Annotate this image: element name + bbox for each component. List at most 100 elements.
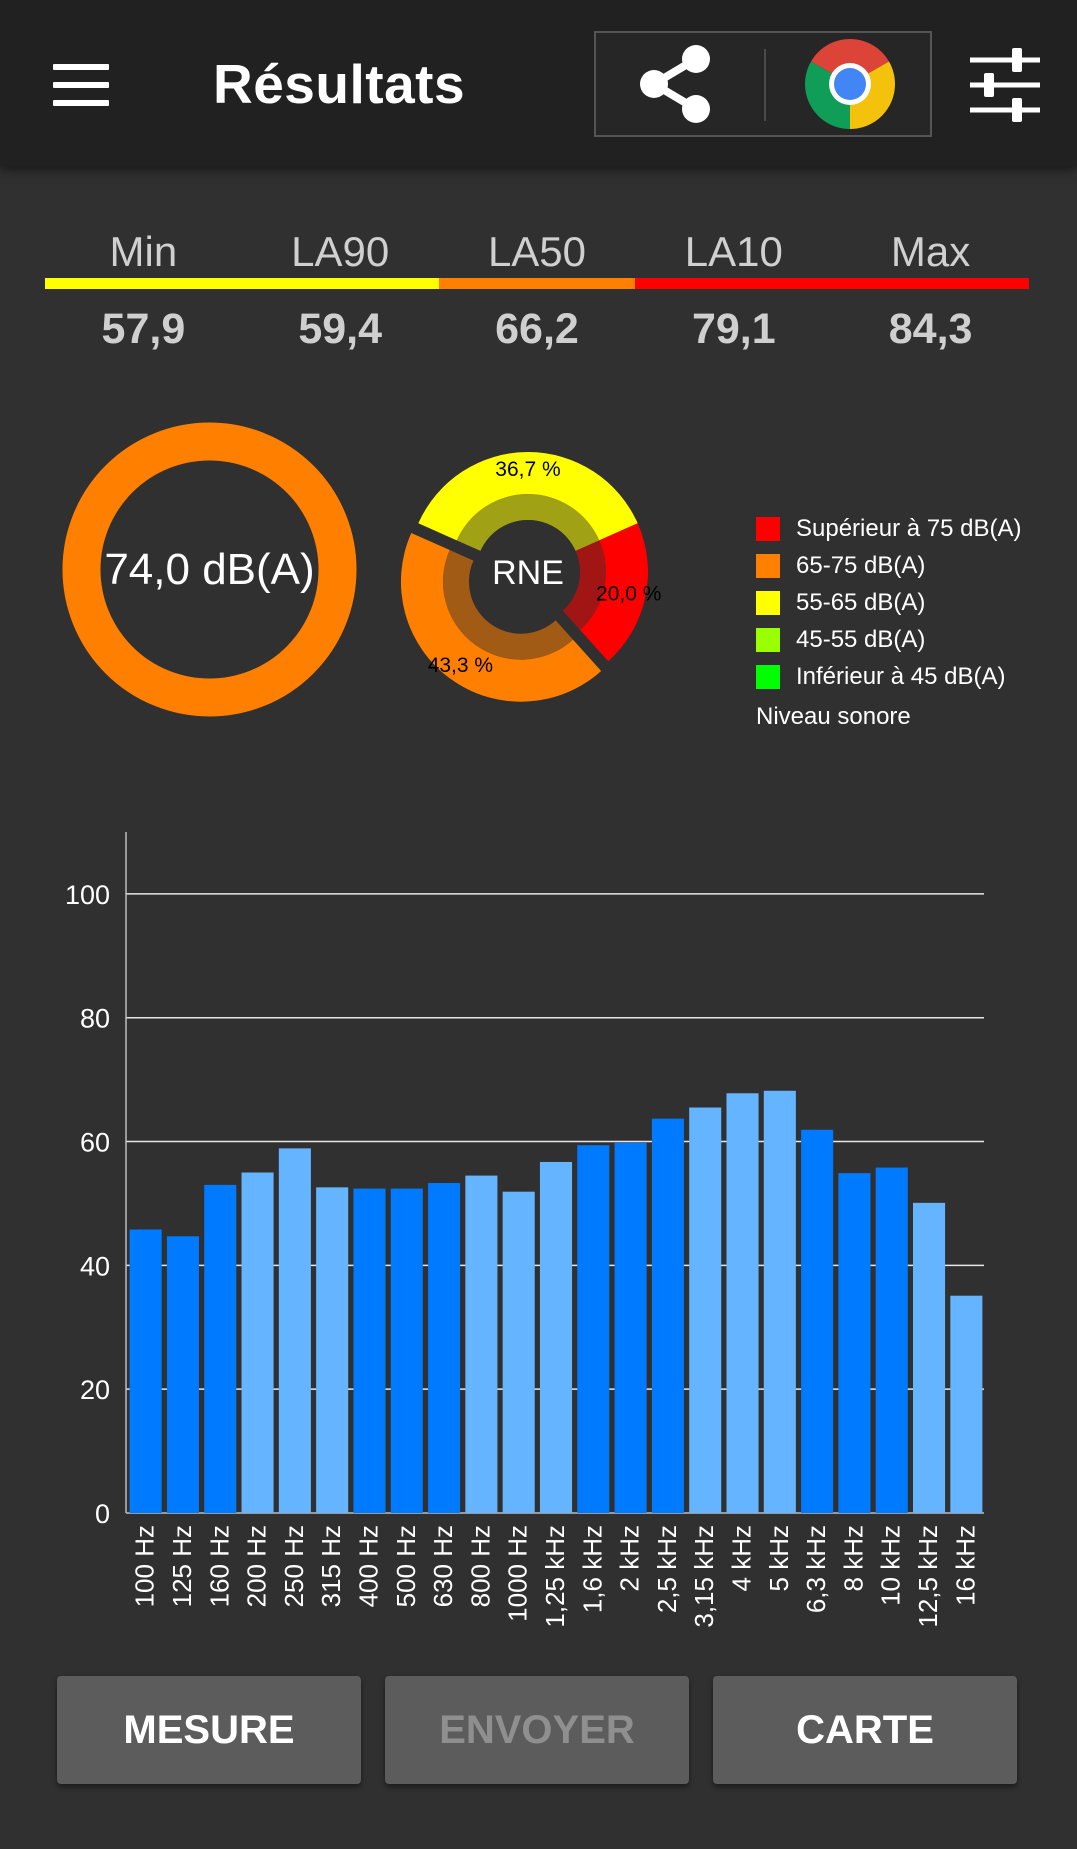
stat-bar-segment bbox=[438, 278, 636, 289]
y-tick-label: 60 bbox=[80, 1128, 110, 1158]
stat-value-la90: 59,4 bbox=[298, 305, 383, 353]
legend-item: 45-55 dB(A) bbox=[756, 621, 1021, 658]
frequency-bar bbox=[801, 1129, 834, 1513]
legend-label: 45-55 dB(A) bbox=[796, 625, 926, 653]
frequency-bar bbox=[913, 1202, 946, 1513]
page-title: Résultats bbox=[213, 53, 466, 115]
level-gauge bbox=[62, 422, 357, 717]
action-group bbox=[594, 31, 932, 137]
frequency-bar bbox=[726, 1093, 759, 1513]
x-tick-label: 5 kHz bbox=[764, 1525, 794, 1591]
x-tick-label: 100 Hz bbox=[130, 1525, 160, 1607]
stat-bar-segment bbox=[635, 278, 833, 289]
envoyer-button[interactable]: ENVOYER bbox=[385, 1676, 689, 1784]
pie-slice bbox=[580, 523, 648, 662]
stat-bar-segment bbox=[45, 278, 242, 289]
frequency-bar bbox=[689, 1107, 722, 1513]
x-tick-label: 12,5 kHz bbox=[913, 1525, 943, 1628]
legend-item: 55-65 dB(A) bbox=[756, 584, 1021, 621]
frequency-bar bbox=[428, 1183, 461, 1513]
x-tick-label: 200 Hz bbox=[242, 1525, 272, 1607]
pie-slice bbox=[418, 452, 638, 541]
stat-label-max: Max bbox=[890, 228, 971, 275]
x-tick-label: 500 Hz bbox=[391, 1525, 421, 1607]
x-tick-label: 8 kHz bbox=[838, 1525, 868, 1591]
legend-item: 65-75 dB(A) bbox=[756, 547, 1021, 584]
app-bar: Résultats bbox=[0, 0, 1077, 166]
menu-icon[interactable] bbox=[53, 64, 109, 106]
frequency-bar bbox=[577, 1145, 610, 1513]
frequency-bar bbox=[763, 1090, 796, 1513]
frequency-bar bbox=[241, 1172, 274, 1513]
frequency-bar bbox=[502, 1191, 535, 1513]
stat-bar-segment bbox=[832, 278, 1029, 289]
gauge-value: 74,0 dB(A) bbox=[104, 545, 315, 594]
x-tick-label: 160 Hz bbox=[204, 1525, 234, 1607]
frequency-bar bbox=[353, 1188, 386, 1513]
stat-value-min: 57,9 bbox=[101, 305, 186, 353]
pie-slice-label: 36,7 % bbox=[495, 458, 560, 481]
x-tick-label: 10 kHz bbox=[876, 1525, 906, 1606]
stats-panel: Min LA90 LA50 LA10 Max 57,9 59,4 66,2 79… bbox=[45, 226, 1029, 359]
pie-slice-inner bbox=[456, 494, 600, 551]
frequency-bar bbox=[278, 1148, 311, 1513]
x-tick-label: 315 Hz bbox=[316, 1525, 346, 1607]
legend-item: Inférieur à 45 dB(A) bbox=[756, 658, 1021, 695]
frequency-bar bbox=[838, 1173, 871, 1513]
stat-label-min: Min bbox=[109, 228, 178, 275]
legend-swatch bbox=[756, 590, 780, 615]
y-tick-label: 80 bbox=[80, 1004, 110, 1034]
mesure-button[interactable]: MESURE bbox=[57, 1676, 361, 1784]
share-icon[interactable] bbox=[634, 43, 716, 125]
action-divider bbox=[764, 49, 766, 121]
frequency-bar bbox=[204, 1184, 237, 1513]
carte-button[interactable]: CARTE bbox=[713, 1676, 1017, 1784]
stat-label-la90: LA90 bbox=[291, 228, 390, 275]
legend: Supérieur à 75 dB(A) 65-75 dB(A) 55-65 d… bbox=[756, 510, 1021, 731]
y-tick-label: 100 bbox=[65, 880, 110, 910]
frequency-bar bbox=[129, 1229, 162, 1513]
legend-swatch bbox=[756, 553, 780, 578]
pie-slice-label: 43,3 % bbox=[428, 654, 493, 677]
x-tick-label: 3,15 kHz bbox=[689, 1525, 719, 1628]
x-tick-label: 16 kHz bbox=[950, 1525, 980, 1606]
legend-title: Niveau sonore bbox=[756, 703, 911, 730]
frequency-bar bbox=[166, 1236, 199, 1513]
x-tick-label: 400 Hz bbox=[353, 1525, 383, 1607]
frequency-bar bbox=[316, 1187, 349, 1513]
stat-value-la50: 66,2 bbox=[495, 305, 579, 353]
legend-swatch bbox=[756, 627, 780, 652]
pie-slice-inner bbox=[562, 540, 606, 631]
stat-label-la50: LA50 bbox=[487, 228, 587, 275]
stat-label-la10: LA10 bbox=[684, 228, 783, 275]
legend-label: 55-65 dB(A) bbox=[796, 588, 926, 616]
x-tick-label: 125 Hz bbox=[167, 1525, 197, 1607]
stat-color-bar bbox=[45, 278, 1029, 289]
pie-slice-inner bbox=[442, 550, 574, 660]
legend-swatch bbox=[756, 516, 780, 541]
chrome-icon[interactable] bbox=[805, 39, 895, 129]
x-tick-label: 630 Hz bbox=[428, 1525, 458, 1607]
frequency-bar bbox=[539, 1161, 573, 1513]
stat-bar-segment bbox=[241, 278, 439, 289]
legend-swatch bbox=[756, 664, 780, 689]
y-tick-label: 0 bbox=[95, 1499, 110, 1529]
tune-icon[interactable] bbox=[966, 46, 1044, 124]
frequency-bar bbox=[651, 1118, 684, 1513]
x-tick-label: 800 Hz bbox=[465, 1525, 495, 1607]
x-tick-label: 2 kHz bbox=[615, 1525, 645, 1591]
pie-slice bbox=[400, 533, 602, 702]
frequency-bar bbox=[875, 1167, 908, 1513]
pie-center-label: RNE bbox=[492, 554, 564, 592]
frequency-bar-chart: 0 20 40 60 80 100 100 Hz 125 Hz 160 Hz 200 Hz 250 … bbox=[65, 832, 984, 1628]
legend-label: Inférieur à 45 dB(A) bbox=[796, 662, 1006, 690]
y-tick-label: 20 bbox=[80, 1375, 110, 1405]
y-tick-label: 40 bbox=[80, 1251, 110, 1281]
frequency-bar bbox=[950, 1295, 983, 1513]
stat-value-max: 84,3 bbox=[888, 305, 973, 353]
legend-label: 65-75 dB(A) bbox=[796, 551, 926, 579]
level-distribution-pie: 36,7 % 20,0 % 43,3 % RNE bbox=[400, 452, 661, 702]
x-tick-label: 2,5 kHz bbox=[652, 1525, 682, 1613]
pie-slice-label: 20,0 % bbox=[596, 583, 661, 606]
frequency-bar bbox=[614, 1142, 647, 1513]
